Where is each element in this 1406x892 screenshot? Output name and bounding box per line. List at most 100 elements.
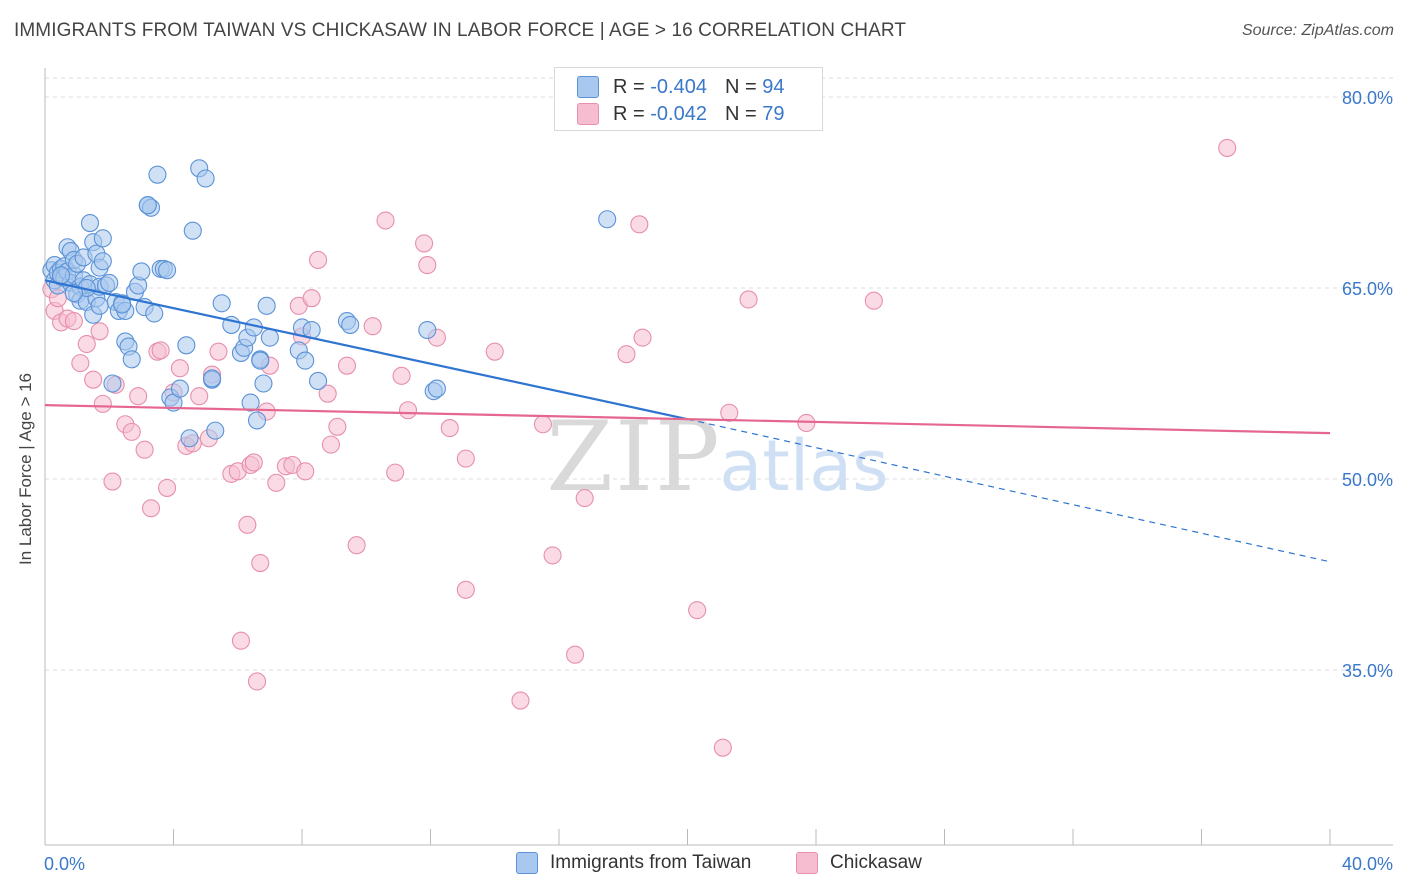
data-point-taiwan: [80, 214, 100, 233]
data-point-chickasaw: [363, 317, 382, 336]
data-point-chickasaw: [77, 334, 96, 354]
y-tick-label: 65.0%: [1342, 279, 1393, 299]
data-point-chickasaw: [485, 342, 504, 361]
data-point-taiwan: [309, 371, 328, 391]
legend-n-label: N =: [724, 75, 757, 98]
data-point-chickasaw: [135, 440, 154, 459]
data-point-chickasaw: [122, 422, 141, 441]
data-point-taiwan: [247, 411, 267, 430]
y-tick-label: 50.0%: [1342, 470, 1393, 490]
gridlines: [45, 77, 1393, 671]
legend-item-chickasaw[interactable]: Chickasaw: [796, 852, 922, 874]
series-chickasaw-points: [42, 138, 1237, 757]
data-point-taiwan: [158, 261, 177, 280]
data-point-chickasaw: [630, 215, 649, 234]
series-legend: Immigrants from Taiwan Chickasaw: [0, 852, 1406, 878]
data-point-chickasaw: [713, 738, 732, 757]
data-point-taiwan: [206, 421, 225, 440]
data-point-taiwan: [122, 350, 141, 369]
data-point-chickasaw: [238, 515, 257, 534]
data-point-chickasaw: [158, 478, 177, 497]
watermark: ZIP atlas: [546, 401, 888, 513]
data-point-chickasaw: [93, 394, 112, 413]
data-point-taiwan: [180, 429, 199, 448]
data-point-chickasaw: [392, 366, 411, 385]
data-point-chickasaw: [511, 691, 530, 710]
legend-label-taiwan: Immigrants from Taiwan: [550, 852, 752, 873]
series-taiwan-points: [42, 159, 617, 448]
data-point-chickasaw: [309, 250, 328, 270]
chart-title: IMMIGRANTS FROM TAIWAN VS CHICKASAW IN L…: [14, 20, 907, 41]
data-point-taiwan: [170, 379, 189, 398]
trend-lines: [44, 279, 1331, 563]
data-point-taiwan: [241, 393, 260, 412]
data-point-chickasaw: [318, 384, 337, 403]
legend-n-value: 94: [762, 75, 785, 98]
correlation-legend: R = -0.404 N = 94 R = -0.042 N = 79: [554, 67, 823, 131]
legend-r-value: -0.404: [650, 75, 707, 98]
data-point-taiwan: [145, 304, 164, 323]
data-point-taiwan: [103, 374, 122, 393]
legend-swatch-chickasaw: [577, 103, 599, 125]
data-point-chickasaw: [321, 435, 340, 454]
data-point-taiwan: [100, 273, 119, 292]
data-point-chickasaw: [328, 417, 347, 436]
data-point-chickasaw: [103, 472, 122, 491]
data-point-chickasaw: [575, 489, 594, 508]
data-point-chickasaw: [170, 359, 189, 378]
data-point-chickasaw: [141, 499, 161, 518]
legend-n-label: N =: [724, 102, 757, 125]
data-point-taiwan: [183, 221, 202, 240]
data-point-chickasaw: [64, 312, 83, 331]
data-point-taiwan: [52, 266, 71, 285]
data-point-chickasaw: [251, 553, 270, 573]
data-point-taiwan: [203, 369, 222, 388]
data-point-taiwan: [93, 252, 112, 271]
source-credit: Source: ZipAtlas.com: [1241, 22, 1394, 39]
x-tick-label: 0.0%: [44, 854, 85, 874]
tick-labels: 80.0% 65.0% 50.0% 35.0% 0.0% 40.0%: [44, 88, 1393, 874]
data-point-chickasaw: [533, 415, 552, 434]
legend-row-taiwan: R = -0.404 N = 94: [577, 74, 784, 100]
data-point-taiwan: [254, 374, 273, 393]
data-point-chickasaw: [543, 546, 562, 565]
data-point-taiwan: [296, 351, 315, 370]
y-tick-label: 80.0%: [1342, 88, 1393, 108]
y-tick-label: 35.0%: [1342, 661, 1393, 681]
data-point-taiwan: [418, 320, 437, 340]
legend-swatch-taiwan: [577, 76, 599, 98]
data-point-chickasaw: [386, 463, 405, 482]
legend-r-value: -0.042: [650, 102, 707, 125]
data-point-taiwan: [427, 379, 446, 398]
axes: [44, 68, 1393, 846]
data-point-chickasaw: [398, 401, 418, 420]
data-point-chickasaw: [190, 387, 209, 406]
data-point-chickasaw: [247, 672, 267, 691]
legend-item-taiwan[interactable]: Immigrants from Taiwan: [516, 852, 751, 874]
data-point-chickasaw: [90, 322, 109, 341]
data-point-chickasaw: [440, 419, 459, 438]
data-point-taiwan: [64, 284, 83, 303]
data-point-chickasaw: [456, 580, 475, 599]
legend-row-chickasaw: R = -0.042 N = 79: [577, 101, 784, 127]
data-point-chickasaw: [209, 342, 228, 361]
data-point-taiwan: [212, 294, 231, 313]
data-point-chickasaw: [688, 601, 707, 620]
data-point-chickasaw: [415, 234, 434, 253]
x-tick-label: 40.0%: [1342, 854, 1393, 874]
data-point-taiwan: [138, 196, 157, 215]
data-point-chickasaw: [376, 211, 395, 230]
data-point-chickasaw: [633, 328, 652, 347]
data-point-chickasaw: [566, 645, 585, 664]
data-point-taiwan: [90, 296, 109, 315]
data-point-chickasaw: [1218, 138, 1237, 157]
data-point-chickasaw: [864, 291, 883, 310]
data-point-taiwan: [148, 165, 167, 184]
data-point-taiwan: [341, 315, 360, 334]
y-axis-label: In Labor Force | Age > 16: [16, 372, 35, 565]
trendline-taiwan: [44, 279, 688, 421]
legend-swatch-chickasaw: [796, 852, 818, 874]
data-point-taiwan: [177, 336, 196, 355]
data-point-taiwan: [257, 296, 276, 315]
